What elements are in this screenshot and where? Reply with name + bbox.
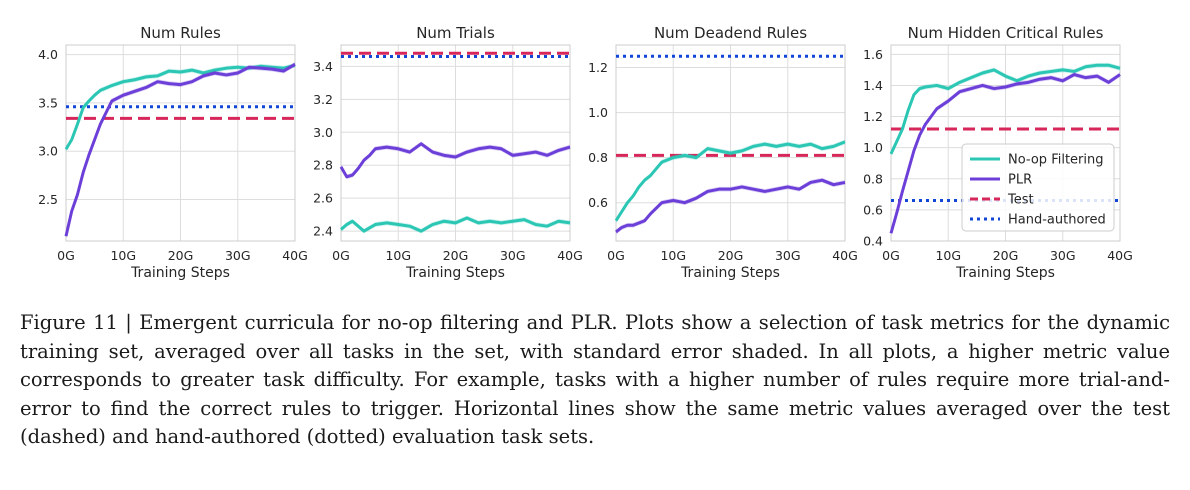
- figure-panels: Num Rules 2.5 3.0 3.5 4.0 0G 10G 20G 30G 40G Train…: [38, 24, 1133, 281]
- legend-label-plr: PLR: [1008, 173, 1032, 188]
- panel-title: Num Hidden Critical Rules: [908, 24, 1104, 42]
- panel-1: Num Rules 2.5 3.0 3.5 4.0 0G 10G 20G 30G 40G Train…: [38, 24, 308, 281]
- legend-label-hand: Hand-authored: [1008, 213, 1106, 228]
- x-tick-label: 30G: [775, 248, 801, 263]
- plr-series-line: [64, 63, 296, 237]
- y-tick-label: 0.6: [588, 195, 608, 210]
- x-tick-label: 10G: [110, 248, 136, 263]
- x-tick-label: 20G: [443, 248, 469, 263]
- legend-label-test: Test: [1007, 193, 1034, 208]
- y-tick-label: 3.0: [38, 144, 58, 159]
- y-tick-label: 1.0: [588, 105, 608, 120]
- plot-frame: [340, 44, 571, 242]
- y-tick-label: 0.8: [588, 150, 608, 165]
- x-tick-label: 20G: [718, 248, 744, 263]
- panel-title: Num Deadend Rules: [654, 24, 807, 42]
- x-axis-label: Training Steps: [130, 265, 230, 281]
- x-tick-label: 40G: [557, 248, 583, 263]
- y-tick-label: 3.2: [313, 92, 333, 107]
- panel-title: Num Trials: [416, 24, 495, 42]
- noop-series-line: [889, 63, 1121, 155]
- x-tick-label: 40G: [282, 248, 308, 263]
- y-tick-label: 1.0: [863, 140, 883, 155]
- noop-series-line: [614, 140, 846, 222]
- y-tick-label: 1.2: [863, 109, 883, 124]
- legend-frame: [961, 143, 1115, 232]
- x-tick-label: 40G: [832, 248, 858, 263]
- plot-frame: [65, 44, 296, 242]
- x-tick-label: 30G: [500, 248, 526, 263]
- x-tick-label: 30G: [225, 248, 251, 263]
- x-tick-label: 10G: [935, 248, 961, 263]
- y-tick-label: 1.4: [863, 78, 883, 93]
- y-tick-label: 0.4: [863, 234, 883, 249]
- plr-series-line: [615, 178, 846, 234]
- y-tick-label: 4.0: [38, 47, 58, 62]
- noop-series-line: [340, 216, 571, 233]
- x-tick-label: 10G: [660, 248, 686, 263]
- x-tick-label: 0G: [332, 248, 350, 263]
- x-axis-label: Training Steps: [680, 265, 780, 281]
- y-tick-label: 2.8: [313, 158, 333, 173]
- y-tick-label: 2.5: [38, 192, 58, 207]
- x-axis-label: Training Steps: [405, 265, 505, 281]
- legend-label-noop: No-op Filtering: [1008, 153, 1104, 168]
- figure-caption: Figure 11 | Emergent curricula for no-op…: [20, 311, 1170, 449]
- y-tick-label: 3.5: [38, 95, 58, 110]
- y-tick-label: 2.4: [313, 224, 333, 239]
- y-tick-label: 3.0: [313, 125, 333, 140]
- x-axis-label: Training Steps: [955, 265, 1055, 281]
- y-tick-label: 0.6: [863, 202, 883, 217]
- noop-error-band: [891, 62, 1120, 157]
- y-tick-label: 0.8: [863, 171, 883, 186]
- x-tick-label: 30G: [1050, 248, 1076, 263]
- legend: No-op Filtering PLR Test Hand-authored: [961, 143, 1115, 232]
- y-tick-label: 3.4: [313, 59, 333, 74]
- y-tick-label: 1.6: [863, 47, 883, 62]
- plot-frame: [890, 44, 1121, 242]
- x-tick-label: 0G: [882, 248, 900, 263]
- y-tick-label: 2.6: [313, 191, 333, 206]
- plr-error-band: [341, 141, 570, 180]
- x-tick-label: 0G: [607, 248, 625, 263]
- panel-2: Num Trials 2.4 2.6 2.8 3.0 3.2 3.4 0G 10G 20G 30G 4…: [313, 24, 583, 281]
- panel-3: Num Deadend Rules 0.6 0.8 1.0 1.2 0G 10G 20G 30G…: [588, 24, 858, 281]
- x-tick-label: 20G: [993, 248, 1019, 263]
- plr-series-line: [339, 142, 571, 179]
- x-tick-label: 40G: [1107, 248, 1133, 263]
- panel-title: Num Rules: [140, 24, 221, 42]
- x-tick-label: 20G: [168, 248, 194, 263]
- x-tick-label: 0G: [57, 248, 75, 263]
- y-tick-label: 1.2: [588, 60, 608, 75]
- x-tick-label: 10G: [385, 248, 411, 263]
- plr-series-line: [889, 73, 1121, 234]
